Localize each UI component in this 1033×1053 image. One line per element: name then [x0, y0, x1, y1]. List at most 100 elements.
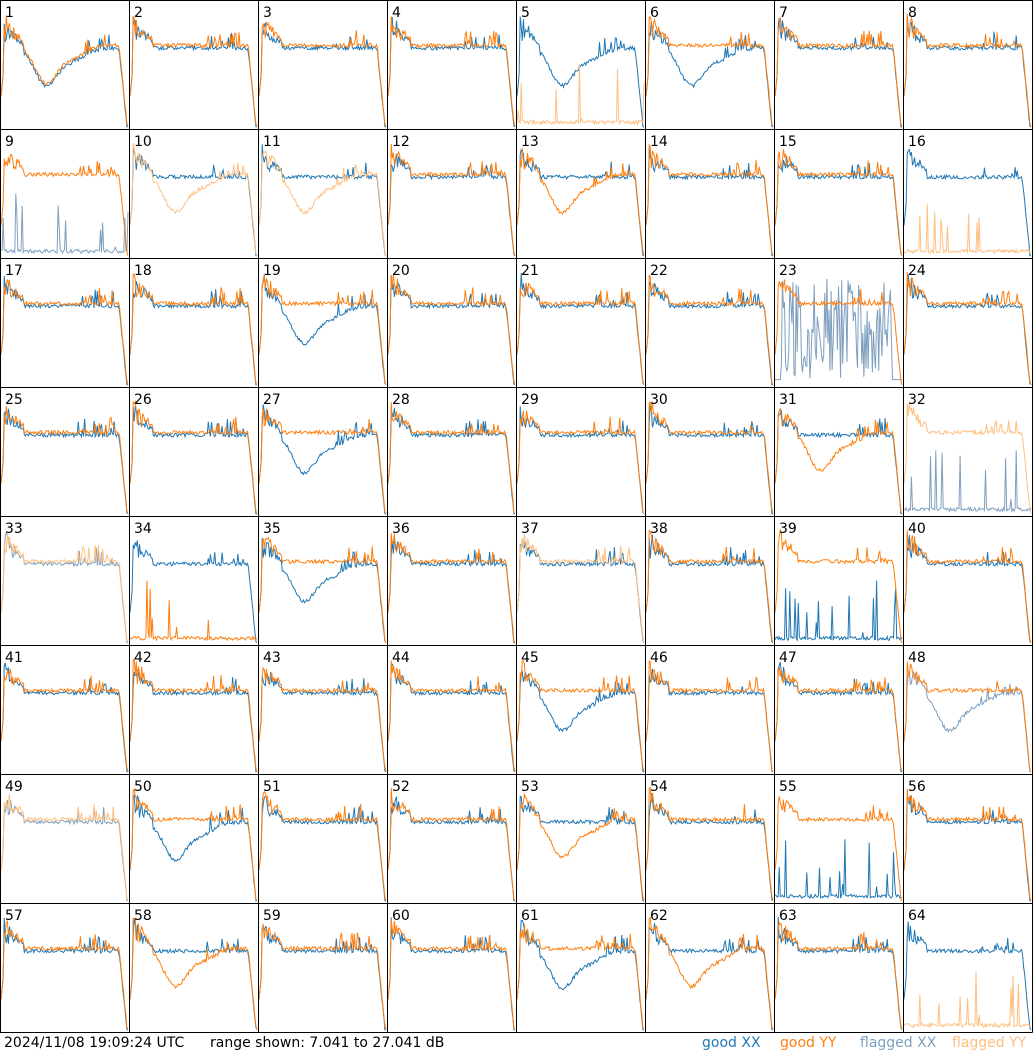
panel-label-5: 5 [521, 5, 530, 21]
panel-20: 20 [387, 263, 516, 386]
panel-label-32: 32 [908, 392, 926, 408]
series-xx-panel-1 [0, 23, 128, 128]
panel-51: 51 [258, 779, 387, 902]
series-xx-panel-9 [0, 193, 129, 255]
panel-13: 13 [516, 134, 645, 257]
series-xx-panel-48 [903, 670, 1031, 773]
series-xx-panel-18 [129, 281, 257, 386]
series-xx-panel-14 [645, 147, 774, 257]
panel-label-19: 19 [263, 263, 281, 279]
series-xx-panel-22 [645, 281, 774, 386]
panel-36: 36 [387, 521, 516, 644]
series-xx-panel-51 [258, 796, 386, 902]
panel-56: 56 [903, 779, 1032, 902]
series-xx-panel-59 [258, 926, 386, 1031]
panel-60: 60 [387, 908, 516, 1031]
panel-12: 12 [387, 134, 516, 257]
series-yy-panel-22 [645, 274, 774, 385]
panel-24: 24 [903, 263, 1032, 386]
series-yy-panel-16 [903, 204, 1032, 255]
panel-label-64: 64 [908, 908, 926, 924]
series-yy-panel-13 [516, 148, 645, 256]
panel-label-3: 3 [263, 5, 272, 21]
panel-label-53: 53 [521, 779, 539, 795]
series-xx-panel-45 [516, 670, 644, 773]
panel-63: 63 [774, 908, 903, 1030]
series-yy-panel-52 [387, 787, 516, 901]
panel-label-59: 59 [263, 908, 281, 924]
series-xx-panel-15 [774, 156, 903, 256]
series-yy-panel-3 [258, 21, 387, 127]
series-yy-panel-55 [774, 796, 903, 902]
series-yy-panel-54 [645, 786, 774, 901]
series-yy-panel-36 [387, 533, 516, 644]
panel-label-12: 12 [392, 134, 410, 150]
panel-label-58: 58 [134, 908, 152, 924]
series-xx-panel-5 [516, 16, 644, 128]
series-yy-panel-19 [258, 275, 387, 385]
panel-label-54: 54 [650, 779, 668, 795]
series-yy-panel-26 [129, 400, 258, 514]
panel-1: 1 [0, 5, 129, 128]
series-yy-panel-53 [516, 793, 645, 901]
series-yy-panel-6 [645, 16, 774, 127]
series-xx-panel-53 [516, 795, 644, 902]
series-xx-panel-23 [775, 278, 902, 381]
panel-label-42: 42 [134, 650, 152, 666]
panel-label-51: 51 [263, 779, 281, 795]
series-yy-panel-18 [129, 273, 258, 385]
panel-label-57: 57 [5, 908, 23, 924]
panel-25: 25 [0, 392, 129, 515]
series-yy-panel-8 [903, 13, 1032, 127]
panel-label-56: 56 [908, 779, 926, 795]
series-yy-panel-29 [516, 410, 645, 514]
panel-7: 7 [774, 5, 903, 128]
panel-label-14: 14 [650, 134, 668, 150]
series-xx-panel-27 [258, 404, 386, 515]
series-xx-panel-44 [387, 663, 516, 773]
series-xx-panel-31 [774, 410, 902, 515]
panel-64: 64 [903, 908, 1032, 1030]
panel-label-41: 41 [5, 650, 23, 666]
series-yy-panel-50 [129, 787, 258, 901]
series-yy-panel-24 [903, 272, 1032, 385]
legend-flagged-yy: flagged YY [952, 1035, 1027, 1051]
series-xx-panel-49 [0, 800, 128, 902]
series-yy-panel-45 [516, 660, 645, 772]
series-xx-panel-58 [129, 918, 258, 1030]
series-yy-panel-34 [129, 580, 258, 642]
panel-41: 41 [0, 650, 129, 773]
panel-44: 44 [387, 650, 516, 773]
panel-label-30: 30 [650, 392, 668, 408]
series-yy-panel-51 [258, 790, 387, 901]
series-yy-panel-1 [0, 15, 129, 127]
series-yy-panel-48 [903, 661, 1032, 773]
series-yy-panel-47 [774, 666, 903, 772]
panel-5: 5 [516, 5, 645, 128]
series-yy-panel-37 [516, 533, 645, 643]
series-yy-panel-56 [903, 788, 1032, 901]
series-yy-panel-39 [774, 528, 903, 643]
series-yy-panel-46 [645, 660, 774, 773]
range-label: range shown: 7.041 to 27.041 dB [210, 1035, 445, 1051]
panel-label-37: 37 [521, 521, 539, 537]
panel-40: 40 [903, 521, 1032, 644]
series-yy-panel-31 [774, 407, 903, 514]
panel-label-23: 23 [779, 263, 797, 279]
panel-label-63: 63 [779, 908, 797, 924]
series-yy-panel-33 [0, 533, 129, 643]
panel-label-55: 55 [779, 779, 797, 795]
panel-label-52: 52 [392, 779, 410, 795]
series-xx-panel-7 [774, 18, 902, 128]
panel-61: 61 [516, 908, 645, 1031]
panel-59: 59 [258, 908, 387, 1031]
panel-label-43: 43 [263, 650, 281, 666]
panel-label-31: 31 [779, 392, 797, 408]
panel-label-11: 11 [263, 134, 281, 150]
series-xx-panel-34 [129, 540, 258, 644]
panel-label-20: 20 [392, 263, 410, 279]
series-yy-panel-11 [258, 150, 387, 256]
series-xx-panel-17 [0, 275, 128, 386]
series-xx-panel-37 [516, 538, 645, 643]
series-xx-panel-2 [129, 16, 257, 128]
